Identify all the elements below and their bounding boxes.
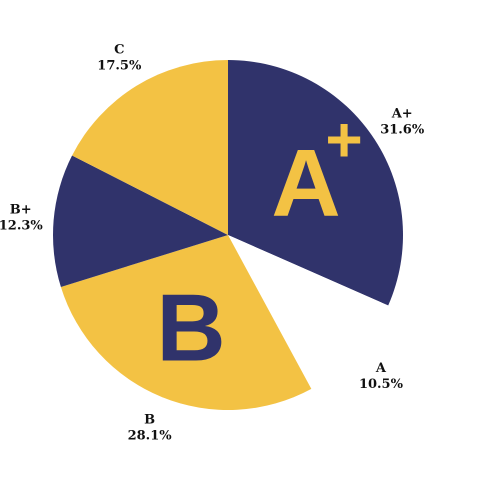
slice-value-a-plus: 31.6% (380, 122, 425, 137)
slice-label-b-plus: B+ 12.3% (0, 202, 43, 233)
slice-name-b: B (144, 413, 155, 428)
slice-label-b: B 28.1% (128, 413, 173, 444)
pie-slice-b (60, 235, 312, 410)
slice-label-a-plus: A+ 31.6% (380, 106, 425, 137)
grade-overlays: A+ B (156, 103, 362, 381)
pie-slice-c (72, 60, 229, 235)
overlay-letter-a: A (271, 130, 340, 237)
slice-value-a: 10.5% (359, 377, 404, 392)
pie-slice-b-plus (53, 155, 229, 287)
slice-labels: A+ 31.6%A 10.5%B 28.1%B+ 12.3%C 17.5% (0, 43, 425, 444)
slice-value-b: 28.1% (128, 429, 173, 444)
slice-label-a: A 10.5% (359, 361, 404, 392)
slice-value-c: 17.5% (97, 59, 142, 74)
slice-name-b-plus: B+ (10, 202, 32, 217)
overlay-superscript-plus: + (325, 103, 362, 175)
slice-name-c: C (114, 43, 124, 58)
pie-slice-a-plus (228, 60, 403, 306)
slice-name-a: A (375, 361, 387, 376)
pie-slice-a (228, 235, 389, 389)
overlay-letter-b: B (156, 274, 225, 381)
pie-slices (53, 60, 403, 410)
slice-label-c: C 17.5% (97, 43, 142, 74)
slice-value-b-plus: 12.3% (0, 218, 43, 233)
slice-name-a-plus: A+ (391, 106, 413, 121)
